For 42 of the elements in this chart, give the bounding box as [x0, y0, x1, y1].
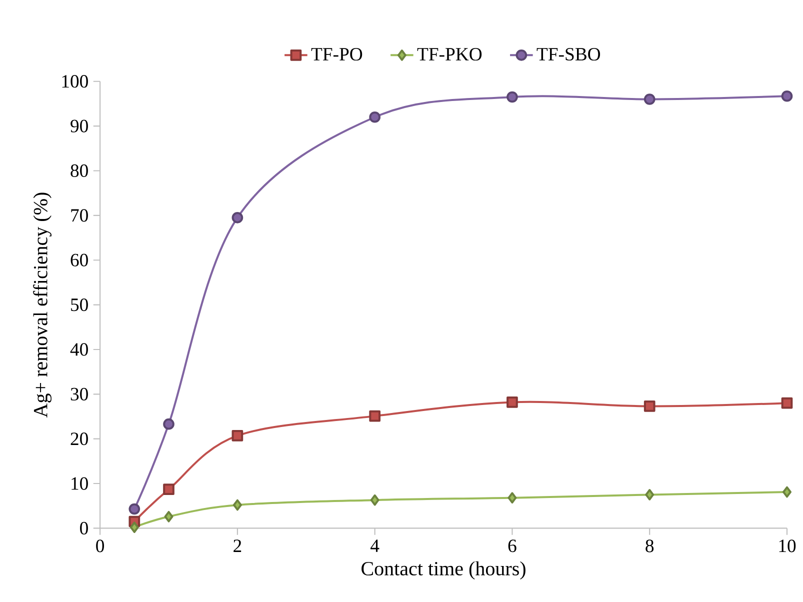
y-tick-label: 80	[70, 164, 88, 178]
point	[163, 484, 174, 496]
y-tick-label: 70	[71, 209, 88, 222]
point	[781, 398, 793, 409]
legend-label: TF-PO	[311, 48, 362, 61]
y-tick-label: 0	[80, 522, 88, 535]
point	[644, 94, 656, 106]
y-axis-title: Ag+ removal efficiency (%)	[33, 192, 52, 418]
point	[369, 112, 380, 123]
point	[645, 489, 654, 501]
point	[232, 212, 244, 224]
y-tick-label: 50	[71, 298, 88, 312]
point	[506, 92, 518, 103]
y-tick-label: 90	[70, 120, 88, 133]
point	[782, 486, 792, 498]
y-tick-label: 40	[70, 343, 88, 356]
point	[130, 522, 139, 534]
y-tick-label: 30	[70, 388, 88, 401]
point	[781, 90, 793, 102]
point	[163, 418, 174, 430]
point	[232, 500, 242, 511]
y-tick-label: 10	[72, 477, 88, 490]
point	[128, 504, 140, 515]
point	[644, 400, 656, 412]
point	[508, 492, 517, 504]
y-tick-label: 100	[62, 75, 88, 88]
legend-label: TF-SBO	[536, 48, 600, 61]
x-tick-label: 8	[646, 540, 654, 552]
point	[164, 511, 174, 522]
x-tick-label: 4	[370, 540, 380, 552]
x-tick-label: 6	[508, 540, 516, 552]
y-tick-label: 20	[70, 432, 88, 446]
x-tick-label: 0	[96, 540, 104, 552]
point	[369, 410, 380, 422]
x-axis-title: Contact time (hours)	[362, 562, 526, 580]
point	[506, 396, 518, 408]
point	[370, 494, 380, 506]
x-tick-label: 10	[779, 540, 796, 552]
y-tick-label: 60	[70, 254, 88, 267]
x-tick-label: 2	[234, 540, 242, 552]
legend-label: TF-PKO	[417, 48, 482, 61]
point	[232, 430, 244, 442]
